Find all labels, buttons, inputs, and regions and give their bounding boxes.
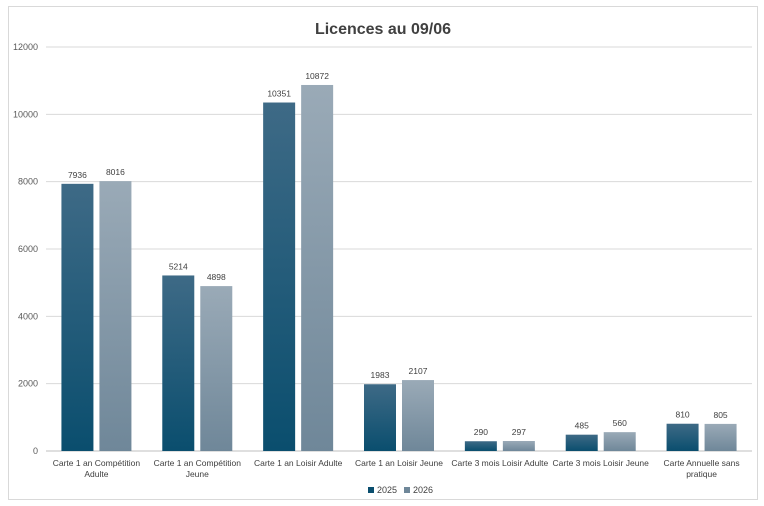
bar-2026 <box>200 286 233 451</box>
x-tick-label: Carte 3 mois Loisir Jeune <box>553 458 650 468</box>
legend: 2025 2026 <box>368 485 433 495</box>
x-tick-label: Carte 1 an Compétition Adulte <box>53 458 141 479</box>
data-label: 5214 <box>169 261 188 271</box>
data-label: 1983 <box>371 370 390 380</box>
x-tick-label: Carte 1 an Compétition Jeune <box>154 458 242 479</box>
data-labels: 7936 8016 5214 4898 10351 10872 1983 2107 290 297… <box>68 71 728 437</box>
bar-2025 <box>565 434 598 451</box>
x-tick-label: Carte 1 an Loisir Jeune <box>355 458 443 468</box>
legend-swatch <box>368 487 374 493</box>
data-label: 485 <box>575 421 589 431</box>
legend-label: 2026 <box>413 485 433 495</box>
x-tick-label: Carte 3 mois Loisir Adulte <box>451 458 548 468</box>
bars <box>61 84 737 452</box>
y-tick-label: 4000 <box>18 311 38 321</box>
y-tick-label: 12000 <box>13 42 38 52</box>
data-label: 805 <box>713 410 727 420</box>
data-label: 290 <box>474 427 488 437</box>
bar-2025 <box>263 102 296 452</box>
x-axis-categories: Carte 1 an Compétition Adulte Carte 1 an C… <box>53 458 740 479</box>
y-tick-label: 8000 <box>18 177 38 187</box>
bar-2025 <box>464 441 497 451</box>
legend-swatch <box>404 487 410 493</box>
y-axis: 0 2000 4000 6000 8000 10000 12000 <box>13 42 38 456</box>
data-label: 297 <box>512 427 526 437</box>
data-label: 10351 <box>267 89 291 99</box>
data-label: 2107 <box>409 366 428 376</box>
data-label: 10872 <box>305 71 329 81</box>
bar-2026 <box>301 84 334 451</box>
bar-2025 <box>162 275 195 451</box>
y-tick-label: 2000 <box>18 379 38 389</box>
x-tick-label: Carte Annuelle sans pratique <box>664 458 740 479</box>
data-label: 7936 <box>68 170 87 180</box>
y-tick-label: 0 <box>33 446 38 456</box>
data-label: 560 <box>613 418 627 428</box>
data-label: 4898 <box>207 272 226 282</box>
y-tick-label: 10000 <box>13 109 38 119</box>
data-label: 810 <box>675 410 689 420</box>
bar-2025 <box>61 183 94 451</box>
y-tick-label: 6000 <box>18 244 38 254</box>
bar-2026 <box>704 423 737 451</box>
legend-label: 2025 <box>377 485 397 495</box>
x-tick-label: Carte 1 an Loisir Adulte <box>254 458 343 468</box>
bar-2026 <box>99 181 132 452</box>
gridlines <box>46 46 752 452</box>
bar-2026 <box>502 441 535 451</box>
bar-2026 <box>402 380 434 451</box>
chart-title: Licences au 09/06 <box>314 21 452 38</box>
bar-2025 <box>666 423 699 451</box>
bar-2025 <box>364 384 396 451</box>
bar-2026 <box>603 432 636 451</box>
data-label: 8016 <box>106 167 125 177</box>
